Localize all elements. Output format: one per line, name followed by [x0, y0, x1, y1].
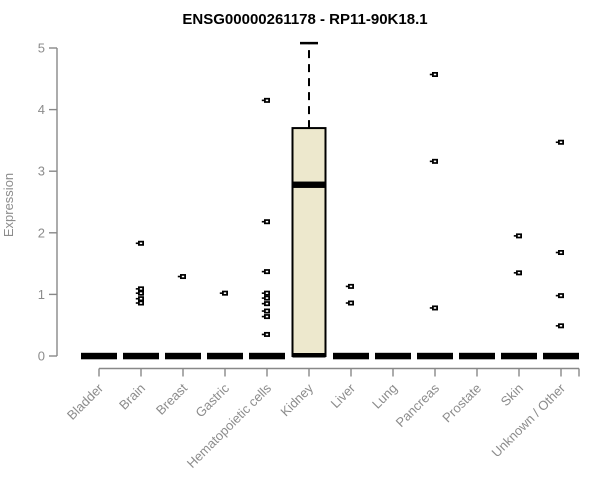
outlier-point-serif	[135, 292, 138, 294]
outlier-point-serif	[513, 272, 516, 274]
x-tick-label: Pancreas	[393, 380, 443, 430]
outlier-point-serif	[429, 73, 432, 76]
outlier-point-serif	[261, 297, 264, 299]
median-bar	[417, 352, 453, 360]
outlier-point-serif	[261, 292, 264, 294]
outlier-point-serif	[261, 333, 264, 336]
outlier-point-center	[265, 270, 269, 273]
outlier-point-serif	[555, 141, 558, 144]
outlier-point-center	[559, 325, 563, 327]
median-line	[292, 181, 326, 188]
x-tick-label: Kidney	[277, 380, 316, 419]
outlier-point-center	[517, 272, 521, 274]
outlier-point-serif	[135, 297, 138, 300]
x-tick-label: Breast	[153, 380, 190, 417]
outlier-point-center	[559, 294, 563, 297]
outlier-point-center	[265, 333, 269, 336]
outlier-point-center	[265, 292, 269, 294]
chart-title: ENSG00000261178 - RP11-90K18.1	[182, 11, 427, 28]
outlier-point-serif	[261, 310, 264, 312]
median-bar	[123, 352, 159, 360]
outlier-point-serif	[135, 288, 138, 290]
outlier-point-center	[433, 73, 437, 76]
y-tick-label: 3	[38, 164, 45, 179]
median-bar	[333, 352, 369, 360]
x-tick-label: Unknown / Other	[489, 380, 569, 460]
outlier-point-serif	[261, 302, 264, 305]
outlier-point-serif	[261, 99, 264, 102]
box	[291, 127, 327, 357]
y-tick-label: 1	[38, 287, 45, 302]
x-tick-label: Prostate	[439, 381, 484, 426]
outlier-point-center	[433, 307, 437, 309]
median-bar	[249, 352, 285, 360]
outlier-point-center	[349, 302, 353, 304]
outlier-point-center	[433, 160, 437, 163]
x-tick-label: Brain	[116, 381, 148, 413]
outlier-point-serif	[555, 294, 558, 297]
y-tick-label: 0	[38, 349, 45, 364]
outlier-point-center	[181, 275, 185, 278]
box-bottom-edge	[292, 353, 326, 358]
y-tick-label: 2	[38, 225, 45, 240]
median-bar	[165, 352, 201, 360]
outlier-point-center	[139, 288, 143, 290]
outlier-point-serif	[261, 270, 264, 273]
outlier-point-center	[559, 251, 563, 254]
outlier-point-center	[265, 310, 269, 312]
x-tick-label: Bladder	[64, 380, 107, 423]
outlier-point-center	[139, 292, 143, 294]
outlier-point-serif	[177, 275, 180, 278]
outlier-point-center	[139, 302, 143, 304]
outlier-point-serif	[555, 325, 558, 327]
outlier-point-serif	[219, 292, 222, 294]
outlier-point-serif	[261, 315, 264, 318]
outlier-point-serif	[135, 242, 138, 245]
median-bar	[543, 352, 579, 360]
y-tick-label: 4	[38, 102, 45, 117]
outlier-point-center	[223, 292, 227, 294]
outlier-point-serif	[135, 302, 138, 304]
median-bar	[375, 352, 411, 360]
outlier-point-serif	[513, 235, 516, 237]
x-tick-label: Skin	[498, 381, 526, 409]
outlier-point-serif	[345, 302, 348, 304]
outlier-point-center	[265, 315, 269, 318]
outlier-point-center	[265, 297, 269, 299]
outlier-point-serif	[555, 251, 558, 254]
outlier-point-serif	[429, 307, 432, 309]
median-bar	[459, 352, 495, 360]
y-axis-title: Expression	[1, 173, 16, 237]
outlier-point-center	[139, 297, 143, 300]
x-tick-label: Liver	[328, 380, 359, 411]
outlier-point-serif	[345, 285, 348, 288]
outlier-point-center	[559, 141, 563, 144]
x-tick-label: Gastric	[192, 380, 232, 420]
outlier-point-serif	[429, 160, 432, 163]
outlier-point-center	[265, 220, 269, 223]
outlier-point-center	[265, 302, 269, 305]
median-bar	[207, 352, 243, 360]
y-tick-label: 5	[38, 41, 45, 56]
outlier-point-center	[349, 285, 353, 288]
outlier-point-center	[139, 242, 143, 245]
outlier-point-serif	[261, 220, 264, 223]
outlier-point-center	[517, 235, 521, 237]
median-bar	[81, 352, 117, 360]
median-bar	[501, 352, 537, 360]
outlier-point-center	[265, 99, 269, 102]
x-tick-label: Lung	[369, 381, 400, 412]
